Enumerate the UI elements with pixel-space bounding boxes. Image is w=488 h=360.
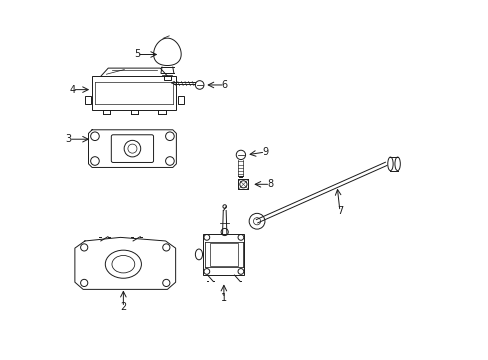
Text: 1: 1 xyxy=(221,293,226,303)
Text: 9: 9 xyxy=(262,147,268,157)
Text: 8: 8 xyxy=(267,179,273,189)
Bar xyxy=(163,76,171,80)
Bar xyxy=(203,234,244,275)
Bar xyxy=(85,95,90,104)
Text: 5: 5 xyxy=(134,49,140,59)
Text: 7: 7 xyxy=(336,207,343,216)
Bar xyxy=(178,95,183,104)
Text: 3: 3 xyxy=(65,134,72,144)
Bar xyxy=(209,243,238,266)
Text: 2: 2 xyxy=(120,302,126,312)
Text: 4: 4 xyxy=(69,85,75,95)
Text: 6: 6 xyxy=(221,80,227,90)
